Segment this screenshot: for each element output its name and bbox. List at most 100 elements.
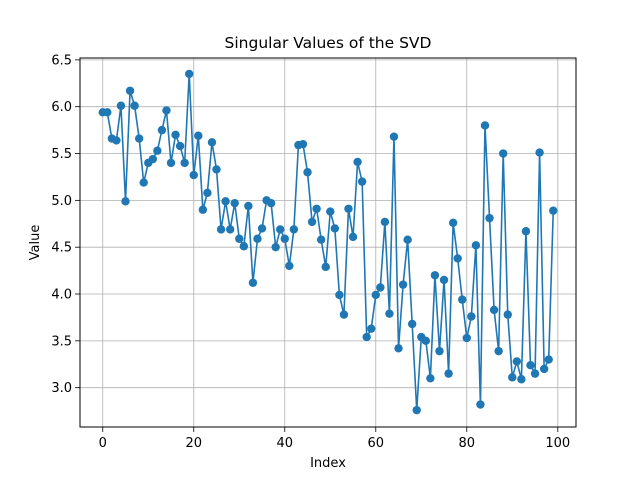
data-point: [153, 146, 162, 155]
data-point: [230, 198, 239, 208]
data-point: [430, 271, 440, 280]
data-point: [116, 101, 126, 110]
data-point: [357, 177, 367, 186]
data-point: [285, 261, 294, 271]
data-point: [412, 405, 421, 415]
data-point: [453, 254, 462, 263]
data-point: [353, 157, 362, 167]
data-point: [298, 139, 308, 149]
data-point: [307, 217, 317, 227]
chart-title: Singular Values of the SVD: [225, 34, 432, 52]
data-point: [139, 178, 148, 187]
data-point: [280, 234, 289, 243]
data-point: [485, 213, 494, 223]
data-point: [225, 225, 235, 234]
data-point: [339, 310, 349, 319]
y-tick-label: 4.0: [51, 288, 72, 303]
data-point: [371, 290, 380, 300]
data-point: [112, 136, 121, 145]
data-point: [539, 364, 549, 374]
series-line: [102, 73, 555, 411]
y-axis-label: Value: [28, 225, 43, 261]
data-point: [321, 262, 330, 272]
x-tick-label: 80: [459, 436, 476, 451]
data-point: [394, 344, 403, 353]
data-point: [376, 283, 385, 292]
x-tick-label: 0: [99, 436, 107, 451]
data-point: [171, 130, 180, 139]
data-point: [212, 165, 221, 174]
data-point: [130, 101, 139, 110]
y-tick-label: 6.5: [51, 53, 72, 68]
data-point: [276, 225, 285, 234]
data-point: [289, 225, 299, 234]
y-tick-label: 3.0: [51, 381, 72, 396]
data-point: [398, 280, 408, 289]
data-point: [148, 154, 158, 164]
data-point: [385, 309, 394, 318]
data-point: [244, 201, 253, 211]
data-point: [444, 369, 453, 378]
y-tick-label: 3.5: [51, 334, 72, 349]
data-point: [257, 224, 267, 233]
data-point: [180, 158, 189, 168]
data-point: [166, 158, 176, 168]
data-point: [421, 336, 431, 346]
data-point: [521, 227, 531, 236]
data-point: [380, 217, 390, 227]
data-point: [494, 346, 503, 356]
data-point: [162, 106, 171, 115]
data-point: [125, 86, 135, 95]
data-point: [498, 149, 508, 158]
data-point: [271, 242, 280, 252]
x-tick-label: 40: [276, 436, 293, 451]
y-tick-label: 5.5: [51, 147, 72, 162]
data-point: [235, 234, 244, 243]
data-point: [316, 235, 326, 244]
data-point: [185, 69, 194, 79]
data-point: [248, 278, 258, 287]
data-point: [535, 148, 544, 157]
series-layer: [98, 69, 558, 415]
data-point: [189, 170, 198, 180]
data-point: [549, 206, 558, 215]
data-point: [157, 125, 167, 135]
data-point: [207, 138, 217, 147]
data-point: [517, 375, 526, 384]
x-tick-label: 60: [368, 436, 385, 451]
x-axis-label: Index: [310, 456, 346, 471]
data-point: [175, 141, 185, 151]
y-tick-label: 5.0: [51, 194, 72, 209]
x-tick-label: 20: [185, 436, 202, 451]
data-point: [367, 324, 376, 333]
data-point: [330, 224, 340, 233]
data-point: [489, 305, 499, 315]
data-point: [448, 218, 458, 228]
data-point: [216, 225, 226, 234]
y-tick-label: 6.0: [51, 100, 72, 115]
data-point: [480, 121, 490, 130]
data-point: [503, 310, 512, 319]
data-point: [544, 355, 553, 364]
data-point: [471, 241, 481, 250]
y-tick-label: 4.5: [51, 241, 72, 256]
data-point: [303, 168, 312, 177]
data-point: [198, 205, 208, 214]
data-point: [362, 332, 371, 342]
data-point: [221, 197, 230, 206]
x-tick-label: 100: [545, 436, 570, 451]
data-point: [462, 333, 471, 343]
data-point: [458, 295, 467, 304]
data-point: [121, 197, 130, 206]
data-point: [326, 207, 335, 216]
data-point: [435, 346, 444, 356]
data-point: [344, 204, 353, 213]
data-point: [476, 400, 485, 409]
data-point: [403, 235, 412, 244]
data-point: [335, 290, 344, 300]
data-point: [266, 198, 276, 208]
data-point: [194, 131, 203, 140]
data-point: [103, 108, 112, 117]
